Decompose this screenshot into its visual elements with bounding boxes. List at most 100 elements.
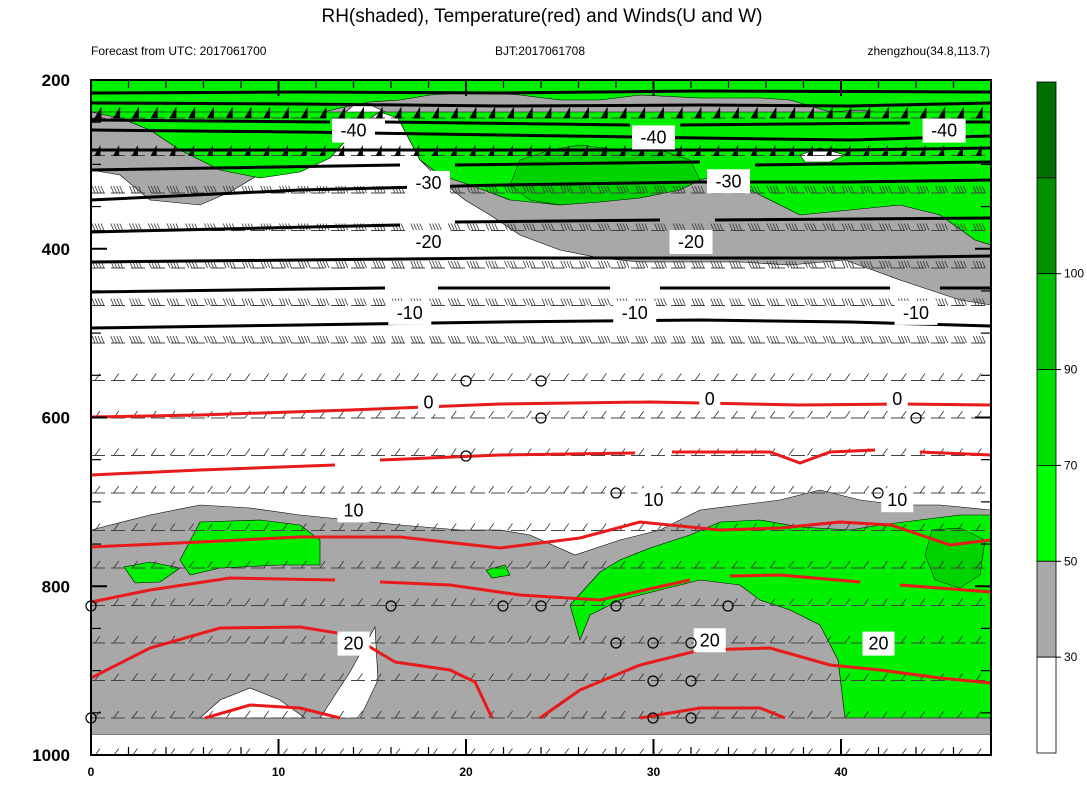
wind-barb: [113, 373, 120, 381]
wind-barb: [204, 335, 217, 344]
wind-barb: [300, 448, 307, 456]
colorbar: 30 50 70 90 100: [1036, 81, 1084, 754]
wind-barb: [563, 410, 570, 419]
wind-barb: [766, 260, 780, 269]
wind-barb: [319, 635, 326, 644]
wind-barb: [263, 673, 270, 681]
wind-barb: [938, 410, 945, 419]
wind-barb: [207, 448, 213, 456]
wind-barb: [732, 373, 738, 381]
wind-barb: [657, 448, 663, 456]
wind-barb: [638, 635, 645, 644]
wind-barb: [375, 448, 382, 456]
wind-barb: [281, 106, 289, 119]
wind-barb: [485, 185, 499, 194]
wind-barb: [335, 298, 349, 306]
wind-barb: [691, 298, 705, 306]
wind-barb: [525, 560, 532, 569]
wind-barb: [522, 223, 536, 231]
wind-barb: [504, 185, 517, 194]
wind-barb: [507, 485, 513, 494]
wind-barb: [394, 523, 401, 531]
wind-barb: [110, 335, 124, 344]
wind-barb: [972, 260, 986, 269]
wind-barb: [94, 485, 101, 494]
wind-barb: [785, 335, 799, 344]
wind-barb: [188, 673, 195, 681]
wind-barb: [429, 223, 442, 231]
svg-text:0: 0: [705, 389, 715, 409]
wind-barb: [94, 373, 101, 381]
wind-barb: [225, 485, 232, 494]
wind-barb: [675, 598, 682, 606]
wind-barb: [94, 560, 101, 569]
wind-barb: [900, 635, 907, 644]
wind-barb: [691, 185, 705, 194]
wind-barb: [691, 335, 705, 344]
wind-barb: [654, 335, 667, 344]
wind-barb: [732, 485, 738, 494]
wind-barb: [788, 485, 795, 494]
wind-barb: [713, 710, 720, 719]
wind-barb: [541, 223, 555, 231]
wind-barb: [675, 635, 682, 644]
wind-barb: [413, 373, 420, 381]
wind-barb: [900, 106, 908, 119]
isotherm-minus-45: [91, 89, 991, 95]
wind-barb: [488, 106, 496, 119]
wind-barb: [713, 485, 720, 494]
wind-barb: [844, 410, 851, 419]
wind-barb: [672, 335, 686, 344]
wind-barb: [844, 523, 851, 531]
wind-barb: [863, 710, 870, 719]
wind-barb: [616, 335, 630, 344]
calm-circle: [910, 412, 922, 424]
wind-barb: [429, 335, 442, 344]
wind-barb: [807, 485, 813, 494]
wind-barb: [807, 448, 813, 456]
wind-barb: [394, 485, 401, 494]
svg-text:10: 10: [887, 490, 907, 510]
wind-barb: [263, 560, 270, 569]
wind-barb: [432, 710, 438, 719]
wind-barb: [600, 106, 608, 119]
wind-barb: [132, 560, 138, 569]
wind-barb: [710, 335, 724, 344]
wind-barb: [597, 185, 611, 194]
wind-barb: [747, 260, 761, 269]
calm-circle: [647, 675, 659, 687]
wind-barb: [694, 598, 701, 606]
wind-barb: [188, 485, 195, 494]
chart-title: RH(shaded), Temperature(red) and Winds(U…: [321, 6, 762, 27]
wind-barb: [579, 335, 592, 344]
wind-barb: [410, 223, 424, 231]
wind-barb: [244, 635, 251, 644]
wind-barb: [244, 373, 251, 381]
wind-barb: [150, 373, 157, 381]
wind-barb: [394, 710, 401, 719]
wind-barb: [169, 710, 176, 719]
wind-barb: [375, 523, 382, 531]
wind-barb: [938, 560, 945, 569]
wind-barb: [900, 598, 907, 606]
wind-barb: [766, 298, 780, 306]
svg-text:-10: -10: [397, 303, 423, 323]
wind-barb: [488, 373, 495, 381]
wind-barb: [469, 598, 476, 606]
wind-barb: [879, 185, 892, 194]
wind-barb: [488, 673, 495, 681]
wind-barb: [432, 673, 438, 681]
isotherm-label: 0: [886, 386, 908, 411]
wind-barb: [150, 560, 157, 569]
wind-barb: [150, 106, 158, 119]
wind-barb: [375, 373, 382, 381]
wind-barb: [113, 106, 121, 119]
calm-circle: [460, 450, 472, 462]
wind-barb: [354, 298, 367, 306]
wind-barb: [563, 523, 570, 531]
wind-barb: [206, 106, 214, 119]
wind-barb: [241, 298, 255, 306]
wind-barb: [938, 710, 945, 719]
wind-barb: [394, 635, 401, 644]
wind-barb: [222, 335, 236, 344]
